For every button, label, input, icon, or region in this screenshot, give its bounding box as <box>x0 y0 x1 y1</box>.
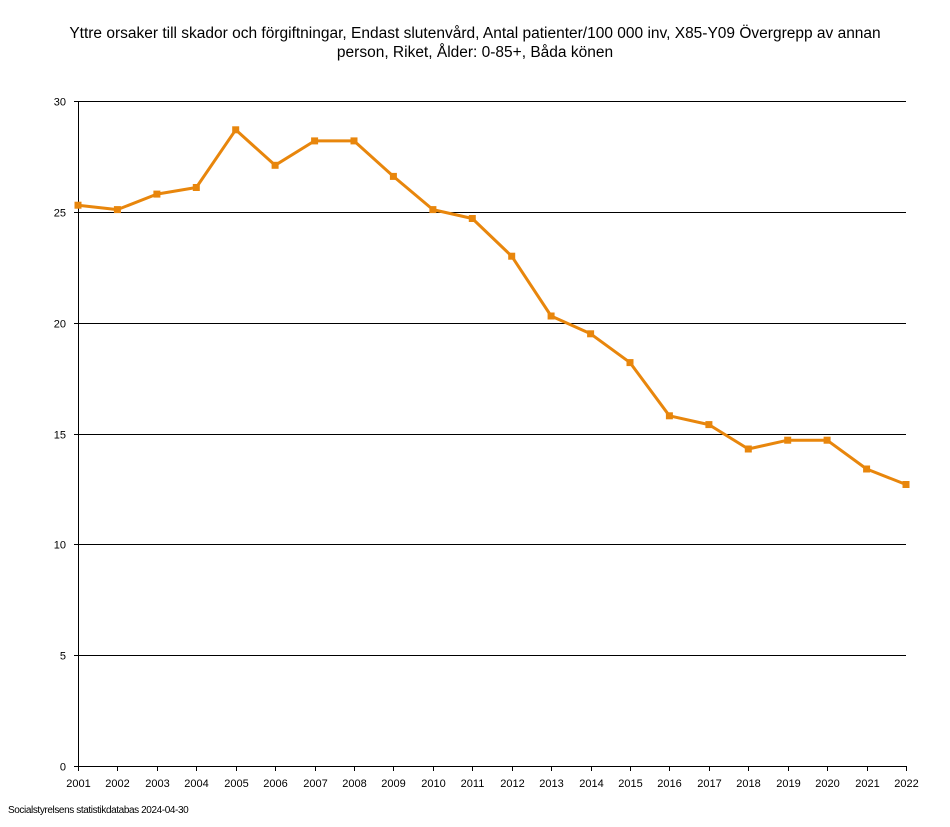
x-tick-label-2012: 2012 <box>500 778 524 790</box>
x-tick-label-2013: 2013 <box>539 778 563 790</box>
chart-title: Yttre orsaker till skador och förgiftnin… <box>0 24 950 62</box>
data-point-2017 <box>705 421 713 429</box>
y-tick-label-15: 15 <box>54 430 66 442</box>
x-tick-label-2019: 2019 <box>776 778 800 790</box>
data-point-2005 <box>232 126 240 134</box>
x-tick-label-2008: 2008 <box>342 778 366 790</box>
data-point-2015 <box>626 359 634 367</box>
y-axis-ticks: 0 5 10 15 20 25 30 <box>54 97 66 774</box>
y-tick-label-5: 5 <box>60 651 66 663</box>
x-tick-label-2003: 2003 <box>145 778 169 790</box>
y-tick-label-20: 20 <box>54 319 66 331</box>
data-point-2011 <box>468 215 476 222</box>
data-point-2019 <box>784 436 792 444</box>
chart-title-line-1: Yttre orsaker till skador och förgiftnin… <box>69 25 881 42</box>
data-point-2009 <box>389 172 397 180</box>
y-tick-label-25: 25 <box>54 208 66 220</box>
series-line-0 <box>77 128 907 486</box>
x-tick-label-2006: 2006 <box>263 778 287 790</box>
data-point-2014 <box>587 330 595 338</box>
x-tick-label-2014: 2014 <box>579 778 603 790</box>
data-point-2002 <box>113 206 121 214</box>
data-point-2013 <box>547 312 555 320</box>
data-point-2001 <box>74 201 82 209</box>
data-point-2018 <box>744 445 752 453</box>
data-point-2016 <box>665 412 673 420</box>
source-note: Socialstyrelsens statistikdatabas 2024-0… <box>8 805 189 816</box>
x-tick-label-2016: 2016 <box>657 778 681 790</box>
x-tick-label-2015: 2015 <box>618 778 642 790</box>
data-point-2010 <box>429 206 437 214</box>
x-tick-label-2018: 2018 <box>736 778 760 790</box>
data-point-2003 <box>153 190 161 198</box>
data-point-2006 <box>271 161 279 169</box>
data-point-2020 <box>823 436 831 444</box>
x-tick-label-2010: 2010 <box>421 778 445 790</box>
y-tick-label-0: 0 <box>60 762 66 774</box>
x-tick-label-2021: 2021 <box>855 778 879 790</box>
y-tick-label-10: 10 <box>54 540 66 552</box>
data-point-2007 <box>311 137 319 145</box>
data-point-2004 <box>192 184 200 191</box>
x-tick-label-2005: 2005 <box>224 778 248 790</box>
x-tick-label-2001: 2001 <box>66 778 90 790</box>
x-tick-label-2004: 2004 <box>184 778 208 790</box>
data-point-2021 <box>863 465 871 473</box>
x-tick-label-2011: 2011 <box>461 778 485 790</box>
chart-title-line-2: person, Riket, Ålder: 0-85+, Båda könen <box>336 44 614 61</box>
x-tick-label-2022: 2022 <box>894 778 918 790</box>
data-point-2008 <box>350 137 358 145</box>
y-tick-label-30: 30 <box>54 97 66 109</box>
data-point-2022 <box>902 481 910 488</box>
x-tick-label-2009: 2009 <box>381 778 405 790</box>
x-tick-label-2002: 2002 <box>105 778 129 790</box>
x-tick-label-2020: 2020 <box>815 778 839 790</box>
gridlines <box>74 101 906 767</box>
x-tick-label-2017: 2017 <box>697 778 721 790</box>
x-axis-ticks: 2001 2002 2003 2004 2005 2006 2007 2008 2009 2010… <box>66 766 919 790</box>
series-layer <box>74 126 910 488</box>
x-tick-label-2007: 2007 <box>303 778 327 790</box>
data-point-2012 <box>508 252 516 260</box>
